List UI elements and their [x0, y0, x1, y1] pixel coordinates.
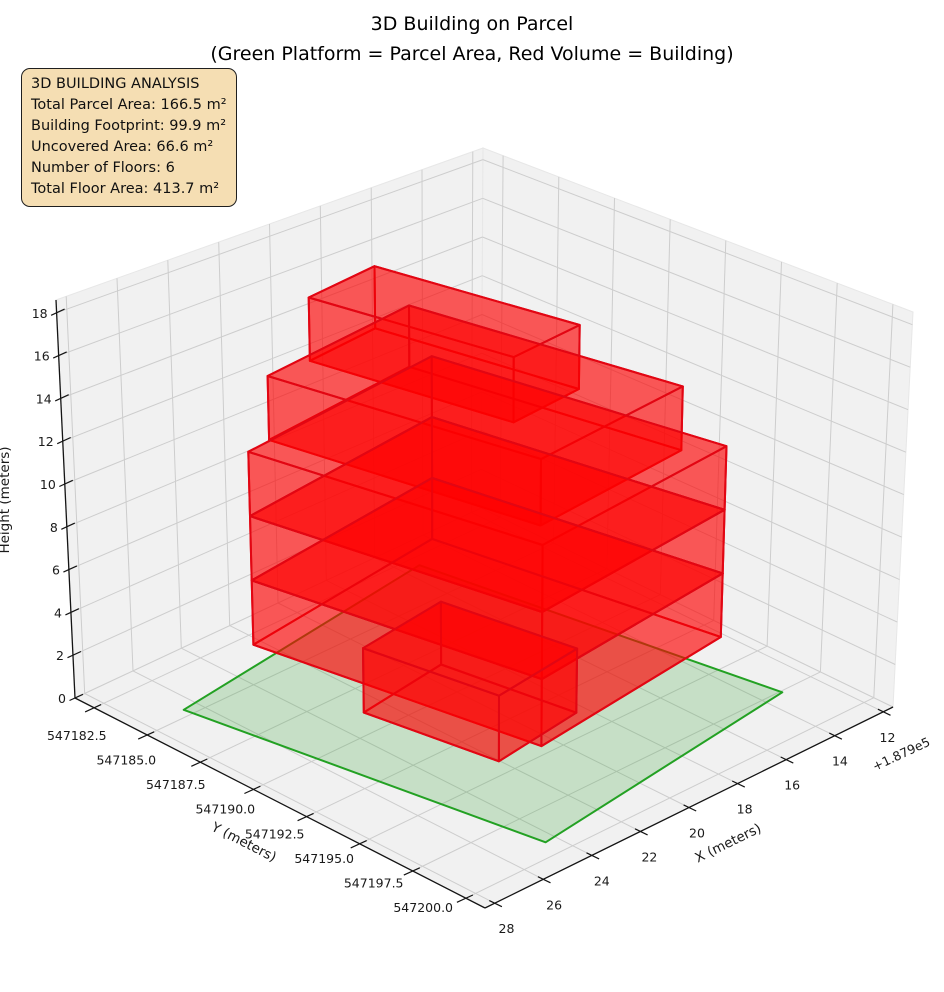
- x-tick-label: 14: [832, 754, 848, 769]
- z-tick-label: 16: [34, 349, 50, 364]
- floor-6-face-5: [307, 265, 581, 359]
- analysis-stat-floor-area: Total Floor Area: 413.7 m²: [31, 181, 220, 197]
- analysis-stat-parcel-area: Total Parcel Area: 166.5 m²: [31, 97, 227, 113]
- x-tick-label: 22: [641, 849, 657, 864]
- floor-4: [247, 355, 728, 613]
- y-tick-label: 547182.5: [47, 728, 107, 743]
- z-axis-label: Height (meters): [0, 446, 13, 553]
- analysis-stat-floor-count: Number of Floors: 6: [31, 160, 175, 176]
- parcel-outline: [182, 564, 784, 844]
- y-axis-spine: [74, 697, 486, 909]
- analysis-box-title: 3D BUILDING ANALYSIS: [31, 76, 200, 92]
- floor-2: [250, 477, 724, 748]
- analysis-stat-footprint: Building Footprint: 99.9 m²: [31, 118, 227, 134]
- floor-5: [266, 304, 684, 527]
- floor-1-face-5: [362, 600, 579, 697]
- analysis-box: 3D BUILDING ANALYSIS Total Parcel Area: …: [21, 68, 237, 207]
- floor-2-face-5: [250, 477, 724, 681]
- building-floors: [247, 265, 728, 763]
- y-tick-label: 547192.5: [245, 826, 305, 841]
- floor-1: [362, 600, 579, 763]
- x-tick-label: 12: [880, 730, 896, 745]
- z-tick-label: 4: [54, 605, 62, 620]
- x-tick-label: 16: [784, 778, 800, 793]
- y-tick-label: 547195.0: [294, 851, 354, 866]
- axis-ticks-and-labels: 121416182022242628+1.879e5547182.5547185…: [32, 306, 933, 936]
- floor-3-face-5: [249, 416, 726, 613]
- z-tick-label: 10: [40, 477, 56, 492]
- z-tick-label: 18: [32, 306, 48, 321]
- y-tick-label: 547200.0: [393, 900, 453, 915]
- analysis-stat-uncovered: Uncovered Area: 66.6 m²: [31, 139, 214, 155]
- z-tick-label: 6: [52, 563, 60, 578]
- y-tick-label: 547187.5: [146, 777, 206, 792]
- parcel-platform: [182, 564, 784, 844]
- z-tick-label: 12: [38, 434, 54, 449]
- y-tick-label: 547197.5: [344, 876, 404, 891]
- x-tick-label: 26: [546, 897, 562, 912]
- floor-5-face-5: [266, 304, 684, 461]
- floor-3: [249, 416, 726, 681]
- z-tick-label: 8: [50, 520, 58, 535]
- y-tick-label: 547190.0: [195, 802, 255, 817]
- z-tick-label: 14: [36, 391, 52, 406]
- y-tick-label: 547185.0: [96, 753, 156, 768]
- x-tick-label: 28: [499, 921, 515, 936]
- floor-4-face-5: [247, 355, 728, 546]
- z-tick-label: 2: [56, 648, 64, 663]
- z-axis-spine: [55, 299, 76, 699]
- x-tick-label: 20: [689, 826, 705, 841]
- z-tick-label: 0: [58, 691, 66, 706]
- x-tick-label: 18: [737, 802, 753, 817]
- x-tick-label: 24: [594, 873, 610, 888]
